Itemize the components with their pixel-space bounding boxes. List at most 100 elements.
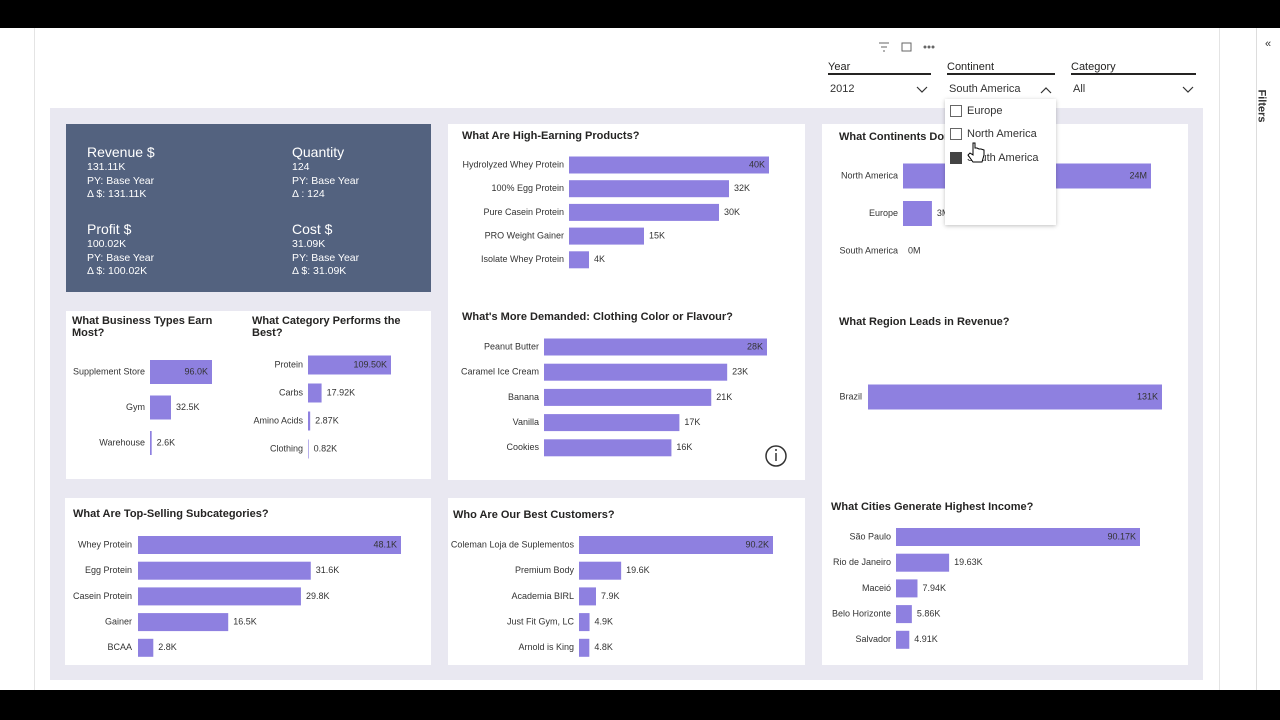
value-label: 30K xyxy=(724,207,740,217)
bar xyxy=(138,613,229,632)
chart-title: What Region Leads in Revenue? xyxy=(839,316,1010,328)
checkbox[interactable] xyxy=(950,105,962,117)
bar xyxy=(308,383,322,403)
cursor xyxy=(967,142,985,163)
checkbox[interactable] xyxy=(950,128,962,140)
bar xyxy=(896,553,950,572)
value-label: 109.50K xyxy=(353,359,387,369)
option[interactable]: North America xyxy=(967,128,1037,140)
chart-title: What Business Types Earn Most? xyxy=(72,315,213,339)
bar xyxy=(896,630,910,649)
value-label: 15K xyxy=(649,230,665,240)
chart-title: What Continents Dom xyxy=(839,131,954,143)
category-label: Rio de Janeiro xyxy=(833,557,891,567)
category-label: Europe xyxy=(869,208,898,218)
kpi-line: 124 xyxy=(292,161,310,173)
bar xyxy=(579,638,590,657)
option[interactable]: South America xyxy=(967,152,1039,164)
value-label: 2.87K xyxy=(315,415,339,425)
value-label: 29.8K xyxy=(306,591,330,601)
bar xyxy=(579,587,596,606)
category-label: Cookies xyxy=(506,442,539,452)
value-label: 24M xyxy=(1129,170,1147,180)
value-label: 40K xyxy=(749,159,765,169)
option[interactable]: Europe xyxy=(967,105,1003,117)
category-label: Warehouse xyxy=(99,437,145,447)
kpi-line: 31.09K xyxy=(292,238,326,250)
continent-dropdown[interactable]: Europe North America South America xyxy=(945,99,1056,225)
bar xyxy=(569,251,589,269)
value-label: 4K xyxy=(594,254,605,264)
bar xyxy=(544,388,712,406)
slicer-label: Continent xyxy=(947,61,995,73)
bar xyxy=(569,180,729,198)
value-label: 28K xyxy=(747,341,763,351)
bar xyxy=(896,528,1140,546)
value-label: 4.9K xyxy=(595,616,614,626)
category-label: Amino Acids xyxy=(253,415,303,425)
value-label: 4.8K xyxy=(594,642,613,652)
collapse-icon[interactable]: « xyxy=(1265,38,1272,50)
slicer-value[interactable]: All xyxy=(1073,83,1086,95)
panel xyxy=(66,311,431,479)
value-label: 17.92K xyxy=(327,387,356,397)
checkbox[interactable] xyxy=(950,152,962,164)
chart-title: What Category Performs the Best? xyxy=(252,315,401,339)
chart-title: What Are Top-Selling Subcategories? xyxy=(73,508,269,520)
info-icon[interactable] xyxy=(765,445,787,467)
bottom-bar xyxy=(0,690,1280,720)
kpi-line: Δ : 124 xyxy=(292,188,325,200)
bar xyxy=(544,338,767,356)
kpi-title: Cost $ xyxy=(292,221,333,237)
filters-pane[interactable]: « Filters xyxy=(1256,28,1280,690)
slicer-value[interactable]: 2012 xyxy=(830,83,855,95)
kpi-line: PY: Base Year xyxy=(292,174,360,187)
value-label: 21K xyxy=(716,392,732,402)
bar xyxy=(579,536,773,554)
report-canvas xyxy=(34,28,1220,690)
category-label: South America xyxy=(839,245,898,255)
category-label: BCAA xyxy=(107,642,132,652)
category-label: Coleman Loja de Suplementos xyxy=(451,539,575,549)
bar xyxy=(150,360,212,384)
category-label: Clothing xyxy=(270,443,303,453)
bar xyxy=(138,587,301,606)
category-label: Banana xyxy=(508,392,539,402)
value-label: 19.63K xyxy=(954,557,983,567)
bar xyxy=(544,414,680,432)
value-label: 16K xyxy=(676,442,692,452)
value-label: 19.6K xyxy=(626,565,650,575)
category-label: Protein xyxy=(274,359,303,369)
kpi-line: PY: Base Year xyxy=(87,251,155,264)
slicer-label: Year xyxy=(828,61,851,73)
bar xyxy=(903,201,932,226)
bar xyxy=(569,156,769,174)
visual-header-icons[interactable] xyxy=(879,42,935,52)
bar xyxy=(544,363,728,381)
value-label: 32K xyxy=(734,183,750,193)
value-label: 31.6K xyxy=(316,565,340,575)
value-label: 96.0K xyxy=(184,366,208,376)
slicer-value[interactable]: South America xyxy=(949,83,1021,95)
chevrons[interactable] xyxy=(916,86,1194,94)
category-label: Carbs xyxy=(279,387,304,397)
chart-title: What Are High-Earning Products? xyxy=(462,130,640,142)
value-label: 23K xyxy=(732,367,748,377)
category-label: PRO Weight Gainer xyxy=(485,230,564,240)
bar xyxy=(896,579,918,598)
value-label: 16.5K xyxy=(233,616,257,626)
value-label: 3M xyxy=(937,208,950,218)
bar xyxy=(579,613,590,632)
bar xyxy=(138,536,401,554)
bar xyxy=(308,411,311,431)
kpi-line: 131.11K xyxy=(87,161,126,173)
category-label: Premium Body xyxy=(515,565,575,575)
bar xyxy=(138,561,311,580)
category-label: North America xyxy=(841,170,898,180)
bar xyxy=(569,203,719,221)
category-label: Whey Protein xyxy=(78,539,132,549)
kpi-line: PY: Base Year xyxy=(87,174,155,187)
category-label: 100% Egg Protein xyxy=(491,183,564,193)
